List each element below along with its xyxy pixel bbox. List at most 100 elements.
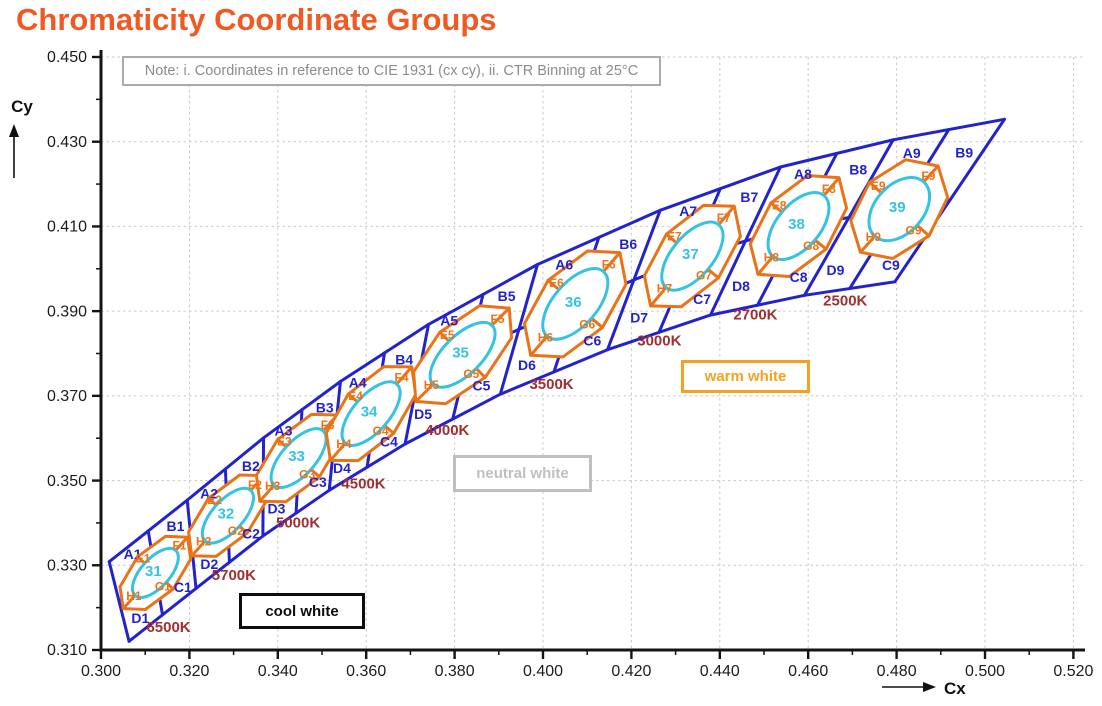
- ring-divider-tick: [136, 555, 147, 565]
- ring-divider-tick: [474, 366, 487, 379]
- bin-number-label: 32: [218, 506, 235, 523]
- cct-label: 4500K: [341, 475, 385, 492]
- ring-divider-tick: [858, 234, 877, 254]
- ring-divider-tick: [717, 204, 736, 227]
- bin-ring-label: G1: [155, 580, 171, 594]
- ring-divider-tick: [490, 306, 511, 327]
- bin-ring-label: E9: [871, 179, 886, 193]
- bin-ring-label: G6: [579, 318, 595, 332]
- y-tick-label: 0.390: [47, 303, 87, 320]
- bin-quadrant-label: B2: [242, 458, 260, 474]
- bin-quadrant-label: B7: [740, 189, 758, 205]
- bin-ring-label: G3: [299, 468, 315, 482]
- cct-label: 5700K: [212, 567, 256, 584]
- legend-warm-white: warm white: [681, 360, 810, 393]
- bin-ring-label: H8: [764, 250, 780, 264]
- bin-quadrant-label: C1: [174, 579, 192, 595]
- ring-divider-tick: [813, 238, 828, 251]
- bin-inner-ellipse: [131, 546, 180, 599]
- bin-number-label: 38: [788, 216, 805, 233]
- y-tick-label: 0.410: [47, 219, 87, 236]
- bin-ring-label: E6: [549, 276, 564, 290]
- warm-white-label: warm white: [704, 368, 787, 385]
- bin-ring-label: E1: [136, 551, 151, 565]
- ring-divider-tick: [868, 180, 883, 195]
- y-axis-arrowhead-icon: [9, 124, 19, 137]
- ring-divider-tick: [309, 467, 321, 479]
- bin-number-label: 33: [288, 448, 305, 465]
- legend-cool-white: cool white: [239, 593, 365, 629]
- cct-label: 4000K: [425, 422, 469, 439]
- x-tick-label: 0.440: [700, 663, 740, 680]
- bin-inner-ellipse: [766, 191, 831, 261]
- ring-divider-tick: [438, 330, 451, 343]
- y-tick-label: 0.430: [47, 134, 87, 151]
- ring-divider-tick: [590, 316, 604, 330]
- ring-divider-tick: [546, 278, 561, 292]
- ring-divider-tick: [649, 285, 668, 308]
- bin-quadrant-label: D8: [732, 278, 750, 294]
- bin-quadrant-label: A9: [903, 145, 921, 161]
- bin-band-layer: [107, 117, 1006, 643]
- ring-divider-tick: [237, 524, 249, 535]
- bin-quadrant-label: C6: [583, 332, 601, 348]
- bin-ring-label: F3: [321, 418, 335, 432]
- bin-quadrant-label: C7: [693, 291, 711, 307]
- ring-divider-tick: [258, 483, 276, 503]
- bin-quadrant-label: B5: [498, 288, 516, 304]
- cct-label: 5000K: [276, 515, 320, 532]
- bin-quadrant-label: B8: [849, 162, 867, 178]
- y-tick-label: 0.370: [47, 388, 87, 405]
- ring-divider-tick: [706, 267, 720, 280]
- bin-quadrant-label: D2: [200, 556, 218, 572]
- x-tick-label: 0.340: [258, 663, 298, 680]
- bin-ring-label: F8: [822, 182, 836, 196]
- bin-ring-label: H4: [336, 437, 352, 451]
- ring-divider-tick: [529, 334, 549, 357]
- bin-quadrant-label: B6: [619, 236, 637, 252]
- bin-inner-ellipse: [428, 320, 497, 389]
- axis-layer: 0.300 0.320 0.340 0.360 0.380 0.400 0.420 0.440…: [47, 49, 1094, 680]
- ring-divider-tick: [822, 176, 841, 198]
- ring-divider-tick: [922, 164, 940, 184]
- ring-divider-tick: [915, 223, 931, 238]
- y-tick-label: 0.310: [47, 642, 87, 659]
- bin-ring-label: G5: [463, 367, 479, 381]
- bin-ring-label: F9: [921, 169, 935, 183]
- bin-number-label: 34: [361, 404, 378, 421]
- ring-divider-tick: [328, 441, 347, 462]
- ring-divider-tick: [383, 423, 396, 435]
- ring-divider-tick: [174, 535, 189, 552]
- ring-divider-tick: [769, 201, 784, 214]
- bin-ring-label: G8: [803, 239, 819, 253]
- bin-ring-label: E7: [667, 230, 682, 244]
- bin-ring-label: E5: [440, 328, 455, 342]
- x-tick-label: 0.300: [81, 663, 121, 680]
- bin-ring-label: F7: [717, 211, 731, 225]
- bin-quadrant-label: C3: [309, 474, 327, 490]
- ring-divider-tick: [190, 539, 207, 558]
- x-tick-label: 0.400: [523, 663, 563, 680]
- ring-divider-tick: [207, 496, 218, 507]
- bin-ring-label: H1: [126, 589, 142, 603]
- bin-ring-label: F1: [172, 538, 186, 552]
- bin-inner-ellipse: [269, 427, 328, 489]
- x-axis-title: Cx: [944, 679, 966, 698]
- bin-ring-label: E8: [772, 199, 787, 213]
- x-tick-label: 0.320: [169, 663, 209, 680]
- x-axis-arrowhead-icon: [923, 682, 936, 692]
- bin-number-label: 36: [565, 294, 582, 311]
- bin-quadrant-label: D6: [518, 357, 536, 373]
- cct-label: 2700K: [733, 306, 777, 323]
- bin-boundary-line: [893, 117, 1006, 284]
- bin-ring-label: E4: [348, 389, 363, 403]
- page-title: Chromaticity Coordinate Groups: [16, 2, 497, 37]
- y-axis-title: Cy: [11, 97, 33, 116]
- bin-ring-label: F6: [602, 258, 616, 272]
- x-tick-label: 0.500: [965, 663, 1005, 680]
- bin-quadrant-label: D5: [414, 406, 432, 422]
- ring-divider-tick: [414, 382, 435, 403]
- bin-quadrant-label: A4: [349, 374, 367, 390]
